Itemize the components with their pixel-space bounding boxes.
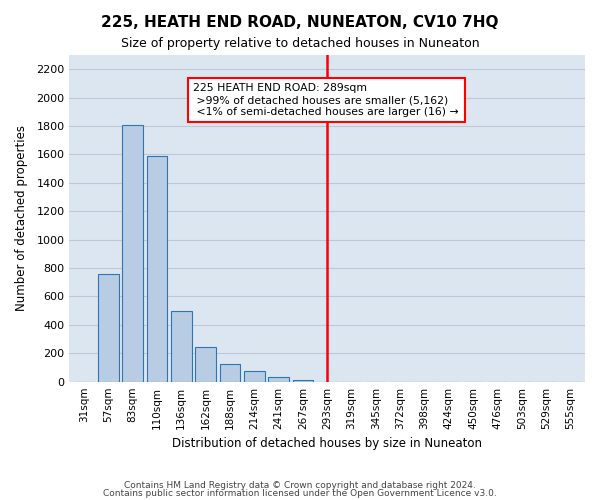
Bar — [220, 364, 240, 382]
Y-axis label: Number of detached properties: Number of detached properties — [15, 126, 28, 312]
Bar — [122, 124, 143, 382]
Text: Size of property relative to detached houses in Nuneaton: Size of property relative to detached ho… — [121, 38, 479, 51]
Bar — [244, 371, 265, 382]
Text: 225, HEATH END ROAD, NUNEATON, CV10 7HQ: 225, HEATH END ROAD, NUNEATON, CV10 7HQ — [101, 15, 499, 30]
Bar — [146, 156, 167, 382]
Bar — [195, 347, 216, 382]
Text: Contains public sector information licensed under the Open Government Licence v3: Contains public sector information licen… — [103, 488, 497, 498]
Bar — [98, 274, 119, 382]
X-axis label: Distribution of detached houses by size in Nuneaton: Distribution of detached houses by size … — [172, 437, 482, 450]
Bar — [268, 378, 289, 382]
Bar — [171, 310, 191, 382]
Text: 225 HEATH END ROAD: 289sqm
 >99% of detached houses are smaller (5,162)
 <1% of : 225 HEATH END ROAD: 289sqm >99% of detac… — [193, 84, 459, 116]
Text: Contains HM Land Registry data © Crown copyright and database right 2024.: Contains HM Land Registry data © Crown c… — [124, 481, 476, 490]
Bar — [293, 380, 313, 382]
